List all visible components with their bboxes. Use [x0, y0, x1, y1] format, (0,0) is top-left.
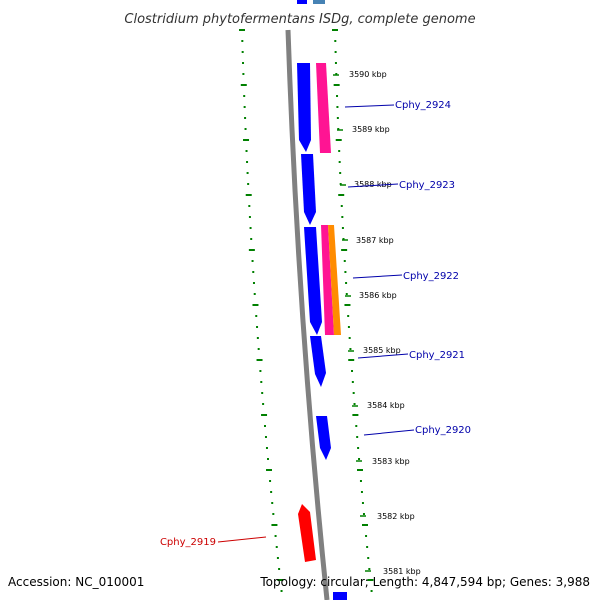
gene-leader-line — [347, 183, 399, 188]
feature-steelblue[interactable] — [313, 0, 325, 4]
feature-orange[interactable] — [328, 225, 341, 335]
ruler-tick-label: 3588 kbp — [354, 180, 392, 189]
gene-leader-line — [357, 353, 409, 359]
gene-label-cphy-2924[interactable]: Cphy_2924 — [395, 100, 451, 111]
gc-track — [239, 29, 374, 592]
gene-leader-line — [217, 536, 267, 543]
cds-arrow[interactable] — [301, 154, 316, 225]
ruler-tick-label: 3581 kbp — [383, 567, 421, 576]
gene-label-cphy-2921[interactable]: Cphy_2921 — [409, 350, 465, 361]
cds-arrow[interactable] — [304, 227, 322, 335]
gene-label-cphy-2920[interactable]: Cphy_2920 — [415, 425, 471, 436]
ruler-tick-label: 3590 kbp — [349, 70, 387, 79]
gene-labels: Cphy_2924 Cphy_2923 Cphy_2922 Cphy_2921 … — [160, 100, 471, 548]
gene-leader-line — [352, 274, 403, 279]
ruler: 3590 kbp 3589 kbp 3588 kbp 3587 kbp 3586… — [333, 70, 421, 576]
feature-magenta[interactable] — [316, 63, 331, 153]
cds-arrow[interactable] — [310, 336, 326, 387]
cds-arrow[interactable] — [297, 0, 307, 4]
ruler-tick-label: 3589 kbp — [352, 125, 390, 134]
ruler-tick-label: 3583 kbp — [372, 457, 410, 466]
cds-arrow-reverse[interactable] — [298, 504, 316, 562]
gene-leader-line — [344, 104, 395, 108]
feature-layer — [297, 0, 347, 600]
gene-label-cphy-2923[interactable]: Cphy_2923 — [399, 180, 455, 191]
cds-arrow[interactable] — [333, 592, 347, 600]
genome-backbone — [285, 29, 330, 600]
ruler-tick-label: 3585 kbp — [363, 346, 401, 355]
ruler-tick-label: 3584 kbp — [367, 401, 405, 410]
ruler-tick-label: 3587 kbp — [356, 236, 394, 245]
ruler-tick-label: 3582 kbp — [377, 512, 415, 521]
gene-label-cphy-2922[interactable]: Cphy_2922 — [403, 271, 459, 282]
topology-summary-text: Topology: circular; Length: 4,847,594 bp… — [259, 575, 590, 589]
map-title: Clostridium phytofermentans ISDg, comple… — [124, 12, 475, 27]
feature-magenta[interactable] — [321, 225, 334, 335]
ruler-tick-label: 3586 kbp — [359, 291, 397, 300]
gene-label-cphy-2919[interactable]: Cphy_2919 — [160, 537, 216, 548]
cds-arrow[interactable] — [316, 416, 331, 460]
accession-text: Accession: NC_010001 — [8, 575, 144, 589]
gene-leader-line — [363, 429, 415, 436]
cds-arrow[interactable] — [297, 63, 311, 152]
